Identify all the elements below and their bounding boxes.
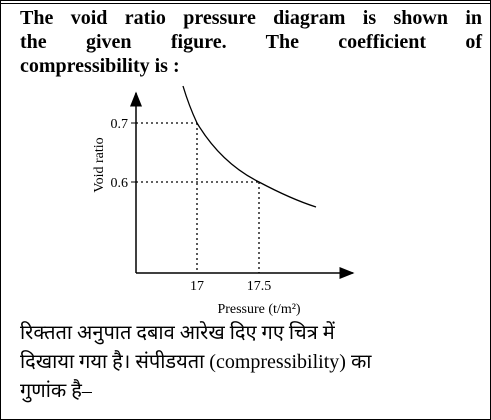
question-english: The void ratio pressure diagram is shown…	[20, 6, 482, 78]
text-line: गुणांक है–	[20, 380, 92, 402]
y-tick-label: 0.6	[111, 176, 129, 191]
x-tick-label: 17.5	[247, 279, 272, 294]
x-tick-label: 17	[190, 279, 204, 294]
question-hindi: रिक्तता अनुपात दबाव आरेख दिए गए चित्र मे…	[20, 319, 482, 406]
y-tick-label: 0.7	[111, 117, 129, 132]
text-line: दिखाया गया है। संपीडयता (compressibility…	[20, 351, 372, 373]
text-line: compressibility is :	[20, 55, 180, 77]
text-line: रिक्तता अनुपात दबाव आरेख दिए गए चित्र मे…	[20, 322, 335, 344]
text-line: the given figure. The coefficient of	[20, 31, 482, 53]
x-axis-label: Pressure (t/m²)	[217, 302, 300, 317]
top-rule	[1, 3, 490, 4]
curve	[182, 85, 317, 208]
guide-lines	[136, 122, 260, 273]
figure: 0.7 0.6 17 17.5 Pressure (t/m²) Void rat…	[92, 85, 355, 317]
y-axis-label: Void ratio	[92, 137, 107, 192]
text-line: The void ratio pressure diagram is shown…	[20, 7, 482, 29]
